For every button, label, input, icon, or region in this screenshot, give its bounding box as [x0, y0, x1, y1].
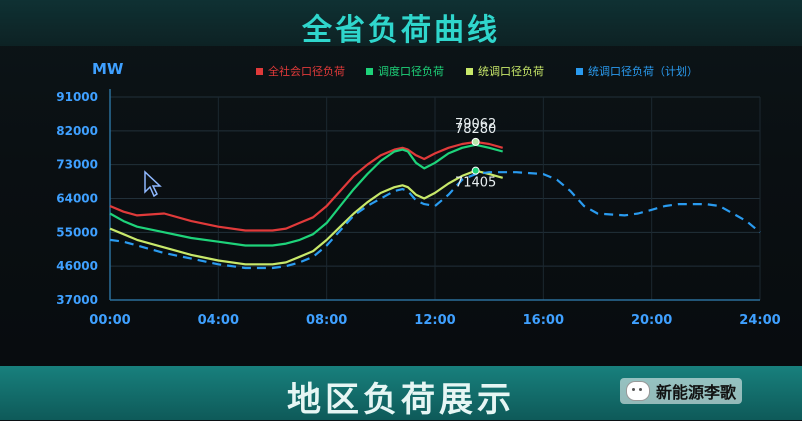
watermark-text: 新能源李歌 [656, 383, 737, 402]
chart-title: 全省负荷曲线 [302, 13, 500, 48]
y-axis-unit: MW [92, 60, 124, 78]
x-tick-label: 16:00 [523, 313, 564, 328]
y-tick-label: 37000 [56, 293, 98, 307]
y-tick-label: 55000 [56, 225, 98, 239]
watermark: 新能源李歌 [620, 378, 743, 404]
data-label: 71405 [455, 176, 496, 191]
legend-label: 统调口径负荷 [478, 64, 544, 78]
series-line [109, 171, 761, 270]
x-tick-label: 04:00 [198, 313, 239, 328]
title-banner [0, 0, 802, 46]
legend-label: 调度口径负荷 [378, 64, 444, 78]
legend-swatch [576, 68, 583, 75]
legend-swatch [466, 68, 473, 75]
series-line [109, 169, 503, 266]
series-line [109, 143, 503, 247]
mouse-cursor-icon [144, 170, 162, 198]
x-tick-label: 12:00 [414, 313, 455, 328]
data-point-marker [471, 166, 480, 175]
y-tick-label: 64000 [56, 192, 98, 206]
legend-swatch [256, 68, 263, 75]
legend-swatch [366, 68, 373, 75]
x-tick-label: 20:00 [631, 313, 672, 328]
region-load-title: 地区负荷展示 [287, 380, 515, 420]
y-tick-label: 73000 [56, 158, 98, 172]
wechat-icon [626, 381, 650, 401]
y-tick-label: 91000 [56, 90, 98, 104]
data-label: 79062 [455, 117, 496, 132]
x-tick-label: 08:00 [306, 313, 347, 328]
legend-label: 全社会口径负荷 [268, 64, 345, 78]
y-tick-label: 82000 [56, 124, 98, 138]
data-point-marker [471, 137, 480, 146]
y-tick-label: 46000 [56, 259, 98, 273]
x-tick-label: 24:00 [739, 313, 780, 328]
series-line [109, 140, 503, 232]
x-tick-label: 00:00 [89, 313, 130, 328]
legend-label: 统调口径负荷（计划） [588, 64, 698, 78]
data-label: 78280 [455, 122, 496, 137]
